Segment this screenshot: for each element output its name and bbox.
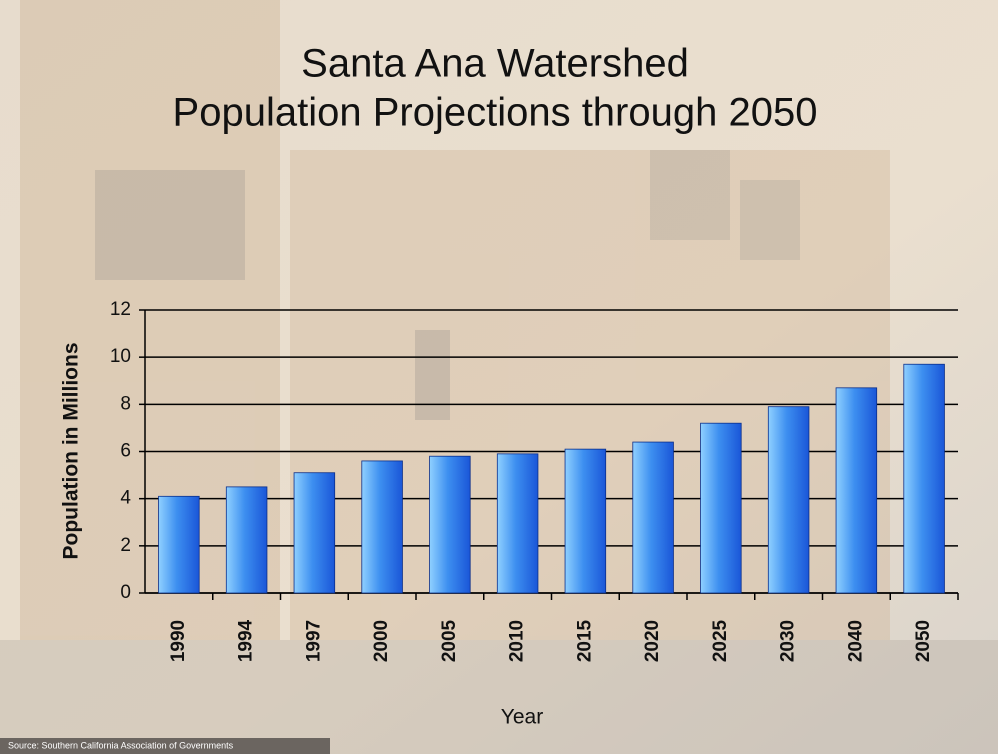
x-tick-label: 1990 xyxy=(168,620,189,662)
bar xyxy=(496,453,539,594)
bar xyxy=(293,472,336,594)
y-tick-label: 4 xyxy=(120,488,131,509)
y-tick-label: 0 xyxy=(120,582,131,603)
x-tick-label: 2020 xyxy=(642,620,663,662)
x-tick-label: 2050 xyxy=(913,620,934,662)
bar xyxy=(361,460,403,594)
bar xyxy=(564,448,607,594)
y-tick-label: 10 xyxy=(110,346,131,367)
bar xyxy=(429,455,471,594)
y-tick-label: 12 xyxy=(110,299,131,320)
bar xyxy=(632,441,674,594)
x-axis-label: Year xyxy=(501,706,543,729)
bar xyxy=(158,495,200,594)
bar xyxy=(767,406,810,594)
x-tick-label: 2025 xyxy=(710,619,731,662)
x-tick-label: 2000 xyxy=(371,620,392,662)
bar xyxy=(835,387,878,594)
y-axis-label: Population in Millions xyxy=(60,343,83,560)
x-tick-label: 2040 xyxy=(845,620,866,662)
x-tick-label: 2010 xyxy=(507,620,528,662)
chart-title: Population Projections through 2050 xyxy=(173,91,818,135)
bar xyxy=(903,363,945,594)
x-tick-label: 2015 xyxy=(574,619,595,662)
source: Source: Southern California Association … xyxy=(8,740,234,750)
x-tick-label: 1997 xyxy=(303,620,324,662)
x-tick-label: 2005 xyxy=(439,619,460,662)
y-tick-label: 8 xyxy=(120,393,131,414)
bar xyxy=(225,486,268,594)
y-tick-label: 6 xyxy=(120,441,131,462)
chart-title: Santa Ana Watershed xyxy=(301,42,689,86)
source-band xyxy=(0,738,330,754)
y-tick-label: 2 xyxy=(120,535,131,556)
x-tick-label: 1994 xyxy=(236,619,257,662)
bar xyxy=(700,422,742,594)
x-tick-label: 2030 xyxy=(778,620,799,662)
